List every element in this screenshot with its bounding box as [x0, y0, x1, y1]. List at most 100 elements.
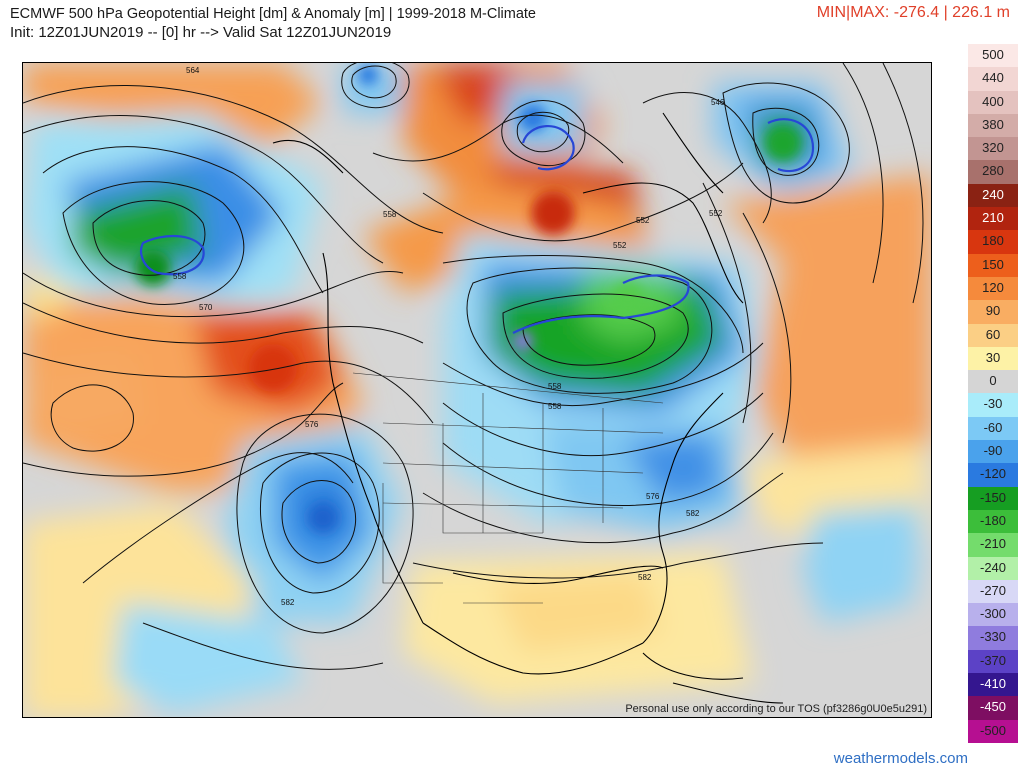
- legend-swatch: [968, 393, 1018, 417]
- legend-swatch: [968, 603, 1018, 627]
- legend-label: -120: [979, 466, 1007, 482]
- legend-swatch: [968, 719, 1018, 743]
- legend-entry: -500: [968, 719, 1018, 743]
- legend-swatch: [968, 300, 1018, 324]
- contour-label: 576: [305, 420, 319, 429]
- legend-entry: -60: [968, 416, 1018, 441]
- legend-entry: 240: [968, 183, 1018, 208]
- legend-entry: 500: [968, 44, 1018, 68]
- legend-label: -240: [979, 559, 1007, 575]
- legend-entry: -330: [968, 626, 1018, 650]
- legend-swatch: [968, 696, 1018, 720]
- legend-entry: 320: [968, 137, 1018, 161]
- legend-swatch: [968, 533, 1018, 557]
- contour-label: 552: [636, 216, 650, 225]
- contour-label: 582: [686, 509, 700, 518]
- min-max-readout: MIN|MAX: -276.4 | 226.1 m: [816, 4, 1010, 21]
- legend-label: 500: [982, 47, 1004, 62]
- contour-label: 552: [709, 209, 723, 218]
- legend-entry: 150: [968, 253, 1018, 277]
- anomaly-map[interactable]: 564 546 552 552 552 558 558 558 558 570 …: [22, 62, 932, 718]
- legend-label: -90: [983, 443, 1003, 459]
- legend-entry: 60: [968, 323, 1018, 347]
- legend-swatch: [968, 346, 1018, 371]
- legend-swatch: [968, 230, 1018, 254]
- legend-label: 120: [982, 279, 1004, 295]
- contour-label: 558: [548, 402, 562, 411]
- legend-label: 240: [982, 186, 1004, 202]
- legend-swatch: [968, 440, 1018, 464]
- legend-label: 400: [982, 93, 1004, 109]
- legend-entry: -180: [968, 509, 1018, 534]
- legend-swatch: [968, 370, 1018, 394]
- legend-entry: -300: [968, 603, 1018, 627]
- legend-entry: 440: [968, 67, 1018, 91]
- legend-swatch: [968, 67, 1018, 91]
- legend-label: 150: [982, 256, 1004, 272]
- legend-label: -270: [979, 582, 1007, 598]
- legend-label: -500: [979, 722, 1007, 738]
- tos-notice: Personal use only according to our TOS (…: [625, 703, 927, 715]
- map-canvas: 564 546 552 552 552 558 558 558 558 570 …: [23, 63, 931, 717]
- legend-label: -150: [979, 489, 1007, 505]
- legend-entry: 120: [968, 276, 1018, 301]
- legend-entry: -210: [968, 533, 1018, 557]
- legend-swatch: [968, 44, 1018, 68]
- legend-entry: 380: [968, 113, 1018, 138]
- chart-title: ECMWF 500 hPa Geopotential Height [dm] &…: [10, 6, 537, 22]
- contour-label: 558: [548, 382, 562, 391]
- contour-label: 558: [383, 210, 397, 219]
- legend-swatch: [968, 276, 1018, 301]
- legend-swatch: [968, 416, 1018, 441]
- contour-label: 552: [613, 241, 627, 250]
- legend-label: 210: [982, 210, 1004, 226]
- legend-label: 180: [982, 233, 1004, 249]
- legend-swatch: [968, 323, 1018, 347]
- legend-swatch: [968, 486, 1018, 510]
- legend-swatch: [968, 253, 1018, 277]
- legend-label: 440: [982, 70, 1004, 86]
- init-valid-line: Init: 12Z01JUN2019 -- [0] hr --> Valid S…: [10, 24, 392, 41]
- legend-entry: 400: [968, 90, 1018, 114]
- legend-swatch: [968, 626, 1018, 650]
- legend-entry: 0: [968, 370, 1018, 394]
- legend-entry: -370: [968, 649, 1018, 674]
- legend-swatch: [968, 160, 1018, 184]
- legend-entry: -150: [968, 486, 1018, 510]
- legend-swatch: [968, 137, 1018, 161]
- contour-label: 582: [638, 573, 652, 582]
- legend-entry: -410: [968, 673, 1018, 697]
- legend-entry: -240: [968, 556, 1018, 580]
- site-credit[interactable]: weathermodels.com: [833, 750, 968, 767]
- anomaly-shading: [23, 63, 931, 717]
- political-borders: [352, 372, 664, 604]
- contour-label: 576: [646, 492, 660, 501]
- legend-swatch: [968, 579, 1018, 604]
- legend-label: -210: [979, 536, 1007, 552]
- contour-label: 570: [199, 303, 213, 312]
- legend-label: 0: [989, 373, 997, 389]
- legend-label: 320: [982, 140, 1004, 156]
- legend-label: -300: [979, 606, 1007, 622]
- legend-entry: 280: [968, 160, 1018, 184]
- legend-label: -60: [983, 419, 1003, 435]
- contour-label: 564: [186, 66, 200, 75]
- legend-swatch: [968, 463, 1018, 487]
- legend-swatch: [968, 183, 1018, 208]
- contour-label-group: 564 546 552 552 552 558 558 558 558 570 …: [173, 66, 725, 607]
- legend-label: 380: [982, 116, 1004, 132]
- legend-label: -410: [979, 676, 1007, 692]
- legend-entry: -120: [968, 463, 1018, 487]
- legend-entry: 180: [968, 230, 1018, 254]
- coastlines: [272, 112, 784, 704]
- legend-entry: -450: [968, 696, 1018, 720]
- legend-label: -370: [979, 652, 1007, 668]
- legend-swatch: [968, 509, 1018, 534]
- legend-entry: -30: [968, 393, 1018, 417]
- legend-swatch: [968, 90, 1018, 114]
- legend-entry: -90: [968, 440, 1018, 464]
- legend-label: 280: [982, 163, 1004, 179]
- legend-entry: 30: [968, 346, 1018, 371]
- legend-entry: 90: [968, 300, 1018, 324]
- legend-entry: 210: [968, 207, 1018, 231]
